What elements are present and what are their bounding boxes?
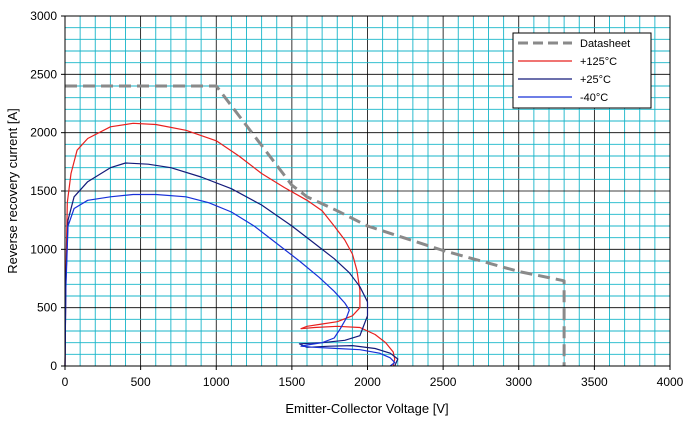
y-tick-label: 2500 bbox=[30, 67, 57, 81]
y-tick-label: 1000 bbox=[30, 242, 57, 256]
x-tick-label: 4000 bbox=[657, 375, 684, 389]
y-tick-label: 0 bbox=[50, 359, 57, 373]
x-tick-label: 1000 bbox=[203, 375, 230, 389]
y-tick-label: 3000 bbox=[30, 9, 57, 23]
x-tick-label: 2000 bbox=[354, 375, 381, 389]
x-tick-label: 500 bbox=[131, 375, 151, 389]
y-tick-label: 2000 bbox=[30, 126, 57, 140]
x-axis-label: Emitter-Collector Voltage [V] bbox=[285, 401, 448, 416]
legend: Datasheet +125°C +25°C -40°C bbox=[512, 32, 652, 109]
legend-label-minus40c: -40°C bbox=[580, 92, 608, 104]
y-tick-label: 500 bbox=[37, 301, 57, 315]
series-25c-line bbox=[64, 162, 399, 367]
tick-layer: 0 500 1000 1500 2000 2500 3000 3500 4000 0 500 1000… bbox=[30, 9, 683, 389]
legend-label-datasheet: Datasheet bbox=[580, 38, 630, 50]
x-tick-label: 2500 bbox=[430, 375, 457, 389]
x-tick-label: 3000 bbox=[505, 375, 532, 389]
y-tick-label: 1500 bbox=[30, 184, 57, 198]
series-125c-line bbox=[64, 122, 396, 367]
x-tick-label: 3500 bbox=[581, 375, 608, 389]
series-layer bbox=[64, 84, 566, 367]
legend-box bbox=[512, 32, 652, 109]
legend-label-25c: +25°C bbox=[580, 74, 611, 86]
x-tick-label: 1500 bbox=[279, 375, 306, 389]
x-tick-label: 0 bbox=[62, 375, 69, 389]
y-axis-label: Reverse recovery current [A] bbox=[5, 108, 20, 273]
series-minus40c-line bbox=[64, 193, 396, 367]
legend-label-125c: +125°C bbox=[580, 56, 617, 68]
series-datasheet-line bbox=[65, 84, 566, 366]
